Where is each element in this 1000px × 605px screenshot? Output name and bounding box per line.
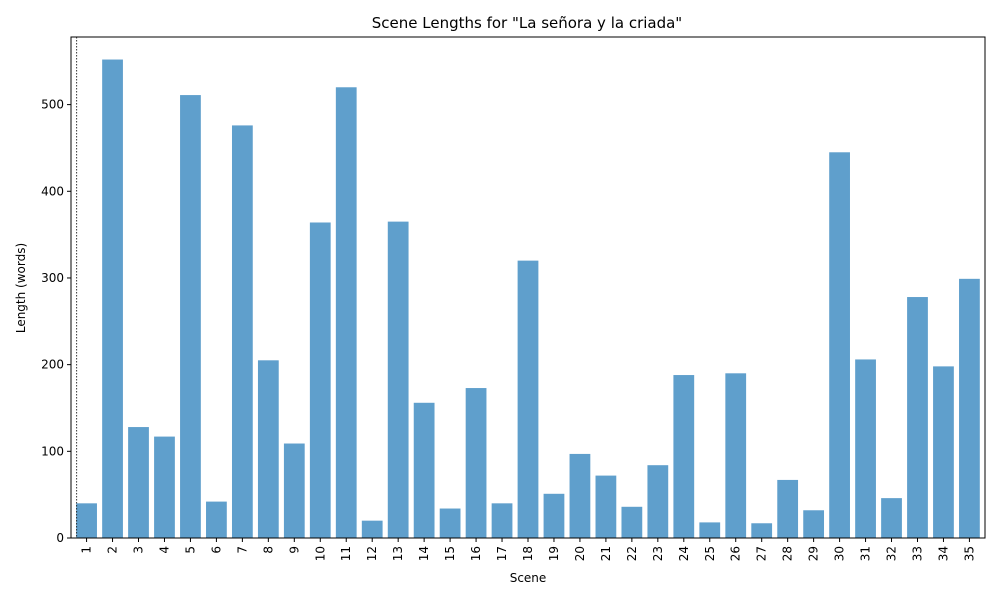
x-tick-label-5: 5 <box>183 546 197 554</box>
x-tick-label-21: 21 <box>599 546 613 561</box>
x-tick-label-32: 32 <box>885 546 899 561</box>
x-tick-label-15: 15 <box>443 546 457 561</box>
x-tick-label-33: 33 <box>910 546 924 561</box>
x-tick-label-3: 3 <box>132 546 146 554</box>
bar-scene-28 <box>777 480 798 538</box>
bar-scene-33 <box>907 297 928 538</box>
bar-scene-16 <box>466 388 487 538</box>
bar-scene-1 <box>76 503 97 538</box>
x-tick-label-26: 26 <box>729 546 743 561</box>
bar-scene-32 <box>881 498 902 538</box>
chart-title: Scene Lengths for "La señora y la criada… <box>372 14 682 32</box>
bar-scene-35 <box>959 279 980 538</box>
bar-scene-5 <box>180 95 201 538</box>
bar-scene-2 <box>102 60 123 538</box>
bar-scene-9 <box>284 444 305 538</box>
bar-scene-3 <box>128 427 149 538</box>
bar-scene-15 <box>440 509 461 538</box>
x-tick-label-19: 19 <box>547 546 561 561</box>
bar-scene-27 <box>751 523 772 538</box>
bar-scene-22 <box>621 507 642 538</box>
x-tick-label-23: 23 <box>651 546 665 561</box>
x-tick-label-28: 28 <box>781 546 795 561</box>
x-tick-label-20: 20 <box>573 546 587 561</box>
x-tick-label-13: 13 <box>391 546 405 561</box>
x-tick-label-16: 16 <box>469 546 483 561</box>
bar-scene-4 <box>154 437 175 538</box>
bar-scene-6 <box>206 502 227 538</box>
y-axis-label: Length (words) <box>14 243 28 333</box>
bar-scene-23 <box>647 465 668 538</box>
bar-scene-17 <box>492 503 513 538</box>
bar-scene-8 <box>258 360 279 538</box>
x-tick-label-30: 30 <box>833 546 847 561</box>
y-tick-label-300: 300 <box>41 271 64 285</box>
bar-scene-11 <box>336 87 357 538</box>
x-tick-label-14: 14 <box>417 546 431 561</box>
x-tick-label-31: 31 <box>859 546 873 561</box>
x-tick-label-34: 34 <box>936 546 950 561</box>
bar-scene-31 <box>855 359 876 538</box>
x-tick-label-11: 11 <box>339 546 353 561</box>
x-tick-label-17: 17 <box>495 546 509 561</box>
y-tick-label-100: 100 <box>41 444 64 458</box>
bar-scene-18 <box>518 261 539 538</box>
x-tick-label-12: 12 <box>365 546 379 561</box>
bar-scene-34 <box>933 366 954 538</box>
bar-scene-24 <box>673 375 694 538</box>
bar-scene-19 <box>544 494 565 538</box>
x-tick-label-9: 9 <box>287 546 301 554</box>
bar-scene-25 <box>699 522 720 538</box>
bar-scene-29 <box>803 510 824 538</box>
y-tick-label-200: 200 <box>41 358 64 372</box>
bar-scene-12 <box>362 521 383 538</box>
x-tick-label-25: 25 <box>703 546 717 561</box>
bar-scene-14 <box>414 403 435 538</box>
x-tick-label-29: 29 <box>807 546 821 561</box>
y-tick-label-400: 400 <box>41 184 64 198</box>
bar-scene-21 <box>596 476 617 538</box>
bar-scene-13 <box>388 222 409 538</box>
y-tick-label-500: 500 <box>41 98 64 112</box>
bar-scene-20 <box>570 454 591 538</box>
x-axis-label: Scene <box>510 571 547 585</box>
x-tick-label-10: 10 <box>313 546 327 561</box>
x-tick-label-2: 2 <box>106 546 120 554</box>
x-tick-label-22: 22 <box>625 546 639 561</box>
bar-scene-7 <box>232 125 253 538</box>
bar-scene-10 <box>310 222 331 538</box>
x-tick-label-8: 8 <box>261 546 275 554</box>
x-tick-label-4: 4 <box>157 546 171 554</box>
x-tick-label-27: 27 <box>755 546 769 561</box>
bar-scene-26 <box>725 373 746 538</box>
x-tick-label-35: 35 <box>962 546 976 561</box>
x-tick-label-7: 7 <box>235 546 249 554</box>
x-tick-label-18: 18 <box>521 546 535 561</box>
y-tick-label-0: 0 <box>56 531 64 545</box>
x-tick-label-1: 1 <box>80 546 94 554</box>
x-tick-label-24: 24 <box>677 546 691 561</box>
bar-scene-30 <box>829 152 850 538</box>
x-tick-label-6: 6 <box>209 546 223 554</box>
